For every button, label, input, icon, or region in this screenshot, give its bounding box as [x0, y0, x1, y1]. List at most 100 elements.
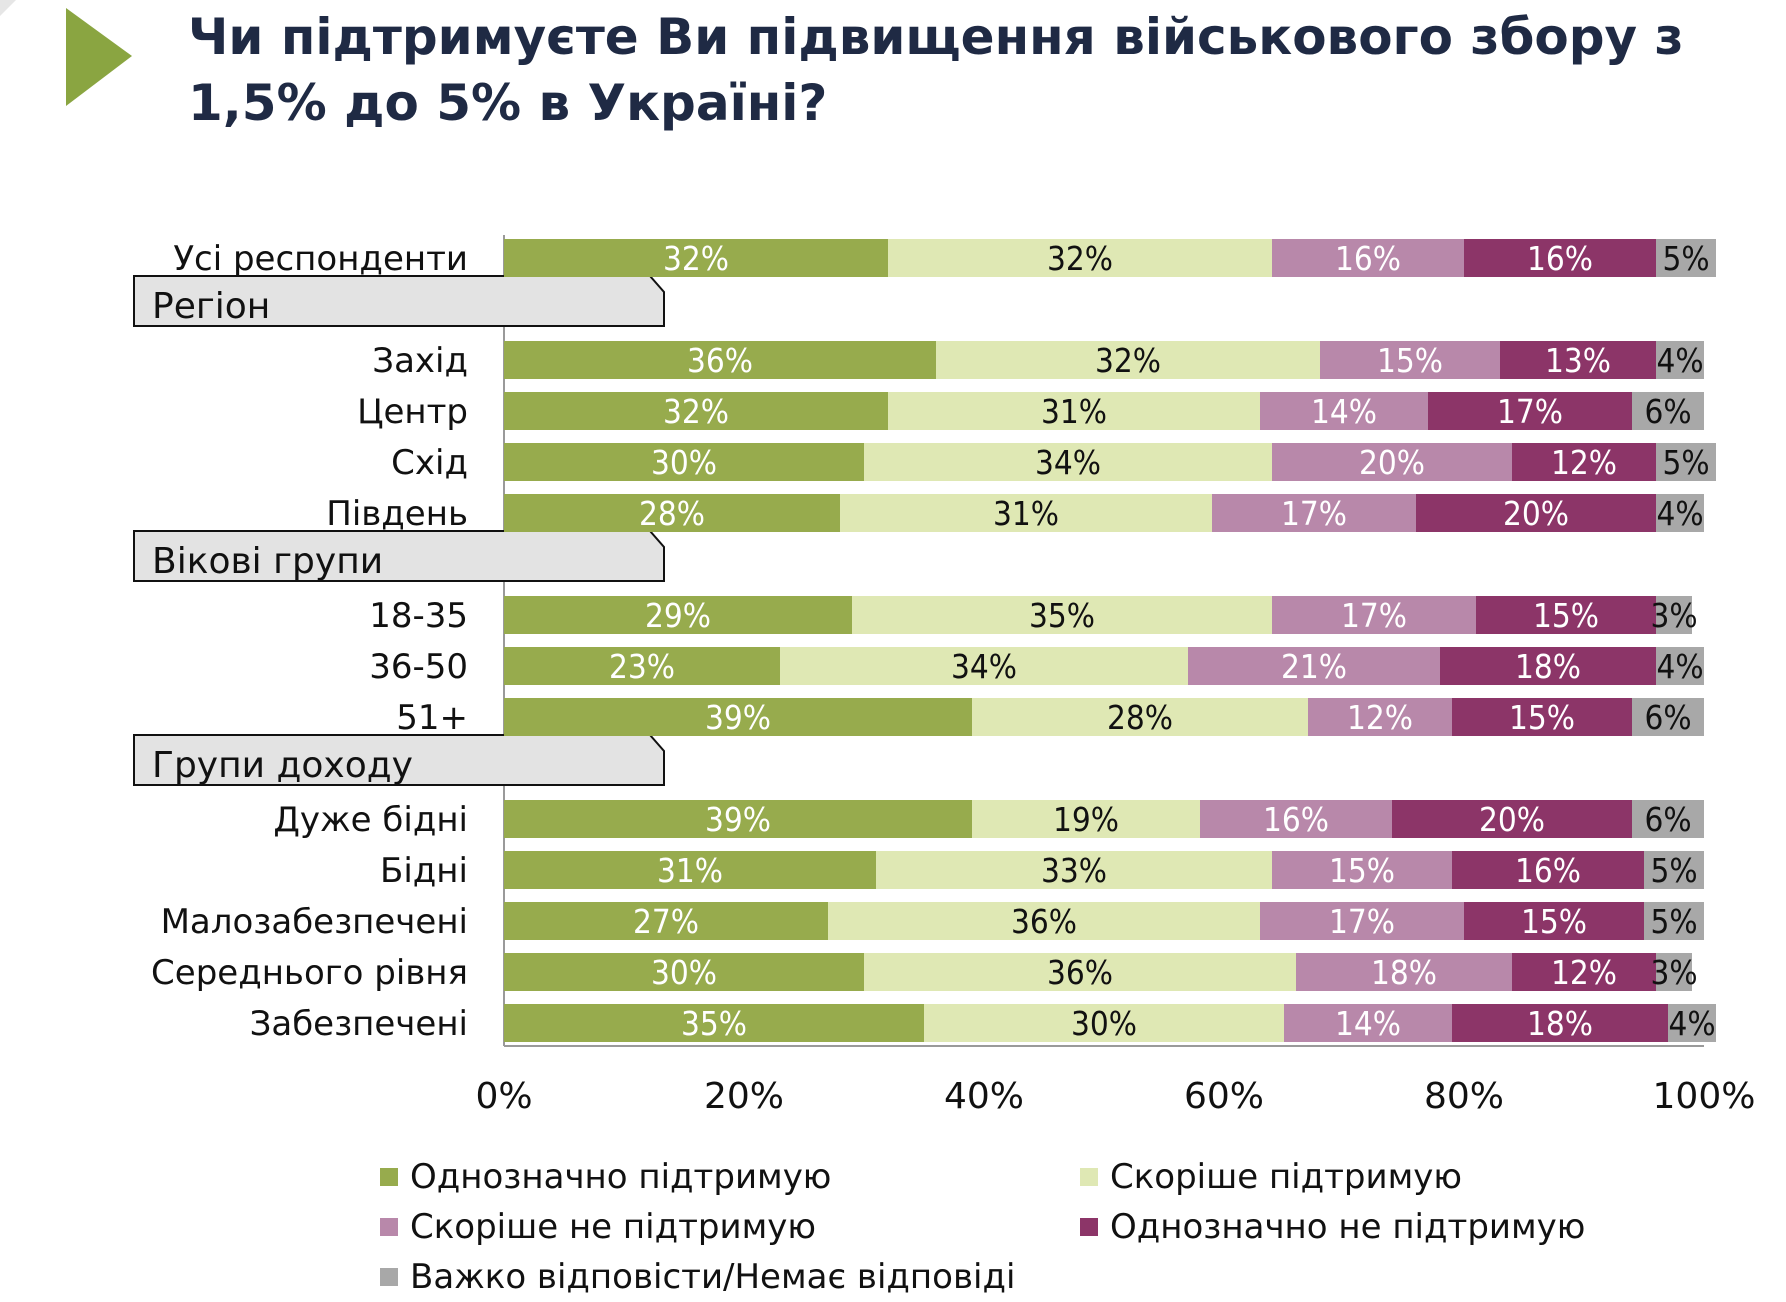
data-label: 30%: [1071, 1004, 1137, 1043]
data-label: 6%: [1644, 392, 1691, 431]
bar-segment: [840, 494, 1212, 532]
bar-segment: [504, 902, 828, 940]
category-label: Південь: [326, 494, 468, 534]
bar-segment: [972, 800, 1200, 838]
data-label: 18%: [1527, 1004, 1593, 1043]
bar-segment: [504, 1004, 924, 1042]
data-label: 15%: [1329, 851, 1395, 890]
bar-segment: [1656, 494, 1704, 532]
data-label: 30%: [651, 953, 717, 992]
legend-swatch: [380, 1218, 398, 1236]
legend-label: Важко відповісти/Немає відповіді: [410, 1257, 1016, 1297]
legend-label: Скоріше підтримую: [1110, 1157, 1463, 1197]
x-tick-label: 80%: [1424, 1076, 1504, 1117]
data-label: 12%: [1347, 698, 1413, 737]
bar-segment: [936, 341, 1320, 379]
data-label: 16%: [1527, 239, 1593, 278]
legend-item: Скоріше не підтримую: [380, 1202, 816, 1252]
bar-segment: [1512, 443, 1656, 481]
legend-item: Важко відповісти/Немає відповіді: [380, 1252, 1015, 1302]
bar-segment: [1632, 698, 1704, 736]
bar-segment: [780, 647, 1188, 685]
data-label: 29%: [645, 596, 711, 635]
data-label: 5%: [1650, 902, 1697, 941]
data-label: 34%: [951, 647, 1017, 686]
data-label: 17%: [1341, 596, 1407, 635]
category-label: Середнього рівня: [151, 953, 468, 993]
category-labels: Усі респонденти Захід Центр Схід Південь 18-3…: [151, 239, 468, 1044]
data-label: 19%: [1053, 800, 1119, 839]
legend-item: Однозначно не підтримую: [1080, 1202, 1585, 1252]
legend-item: Однозначно підтримую: [380, 1152, 831, 1202]
legend-item: Скоріше підтримую: [1080, 1152, 1462, 1202]
bar-segment: [504, 596, 852, 634]
data-label: 5%: [1650, 851, 1697, 890]
data-label: 31%: [1041, 392, 1107, 431]
bar-segment: [1644, 902, 1704, 940]
x-tick-label: 0%: [475, 1076, 532, 1117]
data-label: 15%: [1377, 341, 1443, 380]
legend-swatch: [380, 1268, 398, 1286]
bar-segment: [504, 698, 972, 736]
category-label: 51+: [396, 698, 468, 738]
bar-segment: [504, 239, 888, 277]
data-label: 20%: [1503, 494, 1569, 533]
bar-segment: [852, 596, 1272, 634]
bar-segment: [888, 239, 1272, 277]
legend-label: Однозначно не підтримую: [1110, 1207, 1586, 1247]
bar-segment: [1188, 647, 1440, 685]
group-header-label: Вікові групи: [152, 541, 383, 582]
bar-segment: [828, 902, 1260, 940]
bars: 32% 32% 16% 16% 5% 36% 32% 15% 13% 4% 32% 31% 14% 17%…: [504, 239, 1716, 1043]
category-label: Бідні: [380, 851, 468, 891]
stacked-bar-chart: Регіон Вікові групи Групи доходу 32% 32% 16%…: [133, 235, 1755, 1117]
bar-segment: [1200, 800, 1392, 838]
bar-segment: [1260, 902, 1464, 940]
bar-segment: [888, 392, 1260, 430]
group-header-label: Регіон: [152, 286, 270, 327]
data-label: 36%: [1011, 902, 1077, 941]
bar-segment: [1392, 800, 1632, 838]
data-label: 20%: [1359, 443, 1425, 482]
data-label: 17%: [1497, 392, 1563, 431]
legend-swatch: [1080, 1218, 1098, 1236]
bar-segment: [1476, 596, 1656, 634]
bar-segment: [504, 800, 972, 838]
data-label: 5%: [1662, 239, 1709, 278]
data-label: 32%: [663, 239, 729, 278]
data-label: 32%: [663, 392, 729, 431]
bar-segment: [504, 953, 864, 991]
bar-segment: [1512, 953, 1656, 991]
group-header-label: Групи доходу: [152, 745, 413, 786]
legend: Однозначно підтримую Скоріше підтримую Ско…: [380, 1152, 1720, 1297]
legend-swatch: [1080, 1168, 1098, 1186]
bar-segment: [504, 392, 888, 430]
data-label: 32%: [1095, 341, 1161, 380]
legend-label: Однозначно підтримую: [410, 1157, 832, 1197]
x-tick-label: 40%: [944, 1076, 1024, 1117]
category-label: Захід: [372, 341, 468, 381]
category-label: 36-50: [369, 647, 468, 687]
bar-segment: [1656, 341, 1704, 379]
data-label: 28%: [1107, 698, 1173, 737]
bar-segment: [876, 851, 1272, 889]
bar-segment: [972, 698, 1308, 736]
data-label: 6%: [1644, 698, 1691, 737]
legend-label: Скоріше не підтримую: [410, 1207, 816, 1247]
data-label: 4%: [1656, 647, 1703, 686]
data-label: 23%: [609, 647, 675, 686]
data-label: 4%: [1656, 494, 1703, 533]
category-label: Схід: [391, 443, 468, 483]
bar-segment: [1416, 494, 1656, 532]
bar-segment: [504, 851, 876, 889]
data-label: 30%: [651, 443, 717, 482]
bar-segment: [864, 953, 1296, 991]
bar-segment: [504, 647, 780, 685]
data-label: 39%: [705, 800, 771, 839]
bar-segment: [504, 494, 840, 532]
data-label: 4%: [1656, 341, 1703, 380]
bar-segment: [504, 341, 936, 379]
category-label: Малозабезпечені: [161, 902, 468, 942]
data-label: 31%: [993, 494, 1059, 533]
bar-segment: [1656, 647, 1704, 685]
